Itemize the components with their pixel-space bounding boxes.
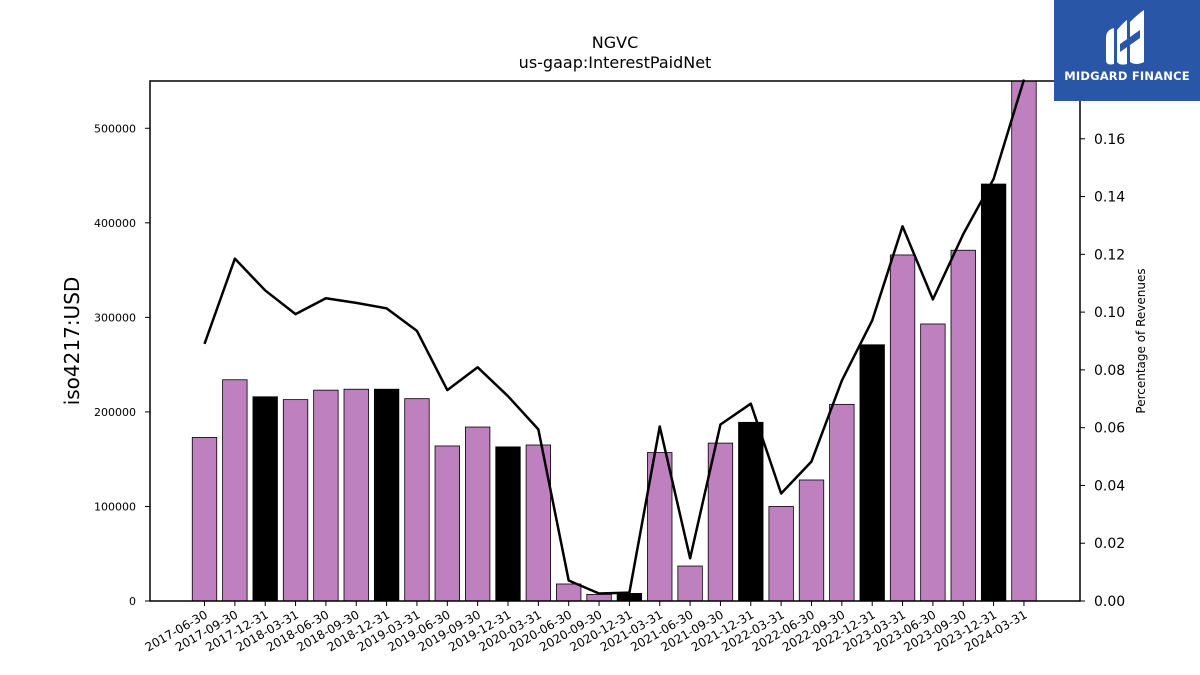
brand-name: MIDGARD FINANCE [1064,69,1190,83]
bar [616,593,643,602]
bar [373,388,400,602]
bar [586,593,612,602]
bar [282,399,309,602]
bar [859,344,885,602]
bar [191,437,218,602]
line-layer [203,79,1026,595]
bar [889,254,916,602]
y2-tick-label: 0.10 [1094,305,1125,321]
percentage-line [203,79,1026,595]
y2-axis-label: Percentage of Revenues [1134,268,1148,413]
chart-subtitle: us-gaap:InterestPaidNet [519,53,712,72]
y-tick-label: 500000 [94,122,136,135]
y-tick-label: 100000 [94,500,136,513]
midgard-logo-icon [1106,10,1144,65]
y2-tick-label: 0.12 [1094,247,1125,263]
y-tick-label: 300000 [94,311,136,324]
bar [1011,80,1037,602]
y2-tick-label: 0.06 [1094,421,1125,437]
y-tick-label: 200000 [94,406,136,419]
plot-frame [149,80,1081,602]
bar [222,379,248,602]
left-axis-ticks: 0 100000 200000 300000 400000 500000 [94,122,150,608]
y-tick-label: 400000 [94,217,136,230]
y2-tick-label: 0.02 [1094,536,1125,552]
bar [980,183,1007,602]
bar [464,426,491,602]
bar [768,506,794,602]
bar [798,479,825,602]
bar [950,249,976,602]
bar [920,323,946,602]
bar [829,403,855,602]
bar [434,445,460,602]
y2-tick-label: 0.14 [1094,190,1125,206]
bar [495,446,521,602]
bar [313,389,339,602]
bar [404,398,430,602]
y-tick-label: 0 [129,595,136,608]
y2-tick-label: 0.04 [1094,478,1125,494]
x-axis-ticks: 2017-06-302017-09-302017-12-312018-03-31… [143,601,1029,654]
right-axis-ticks: 0.00 0.02 0.04 0.06 0.08 0.10 0.12 0.14 0.16 [1080,132,1125,610]
y2-tick-label: 0.08 [1094,363,1125,379]
bar [556,583,582,602]
y2-tick-label: 0.16 [1094,132,1125,148]
y-axis-label: iso4217:USD [60,277,84,406]
bar [677,565,703,602]
y2-tick-label: 0.00 [1094,594,1125,610]
bar [252,396,278,602]
bar [343,388,369,602]
bar [707,442,734,602]
bar [738,421,764,602]
brand-logo: MIDGARD FINANCE [1054,0,1200,101]
chart-title: NGVC [592,33,638,52]
bar-group [191,80,1037,602]
